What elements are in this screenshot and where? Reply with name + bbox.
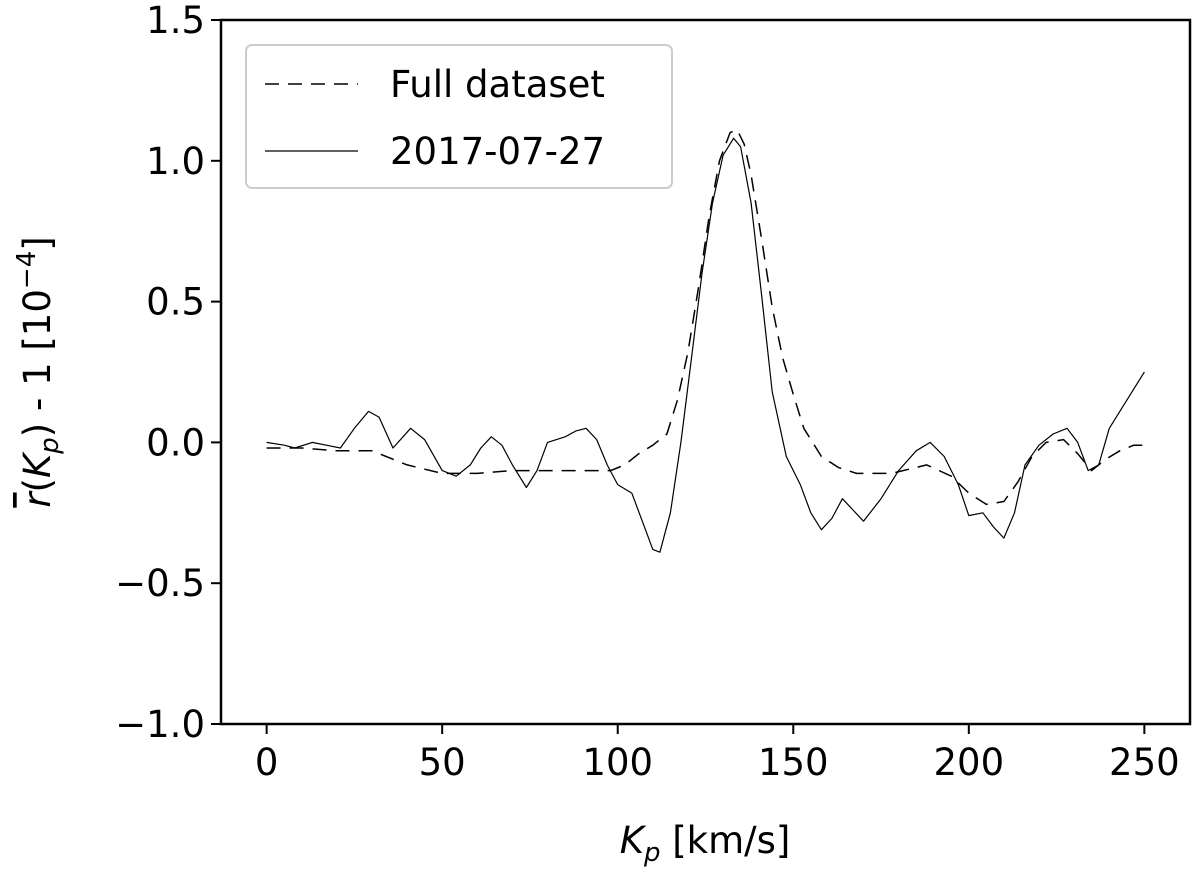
series-line-2017-07-27 (266, 137, 1145, 553)
x-tick-label: 250 (1109, 741, 1180, 784)
y-axis-label: r(Kp) - 1 [10−4] (12, 236, 65, 507)
x-tick-label: 100 (582, 741, 653, 784)
y-tick-label: −0.5 (115, 562, 205, 605)
y-tick-label: 0.5 (146, 281, 205, 324)
y-tick-label: −1.0 (115, 703, 205, 746)
legend-label-full-dataset: Full dataset (390, 63, 605, 106)
y-axis-ticks: −1.0 −0.5 0.0 0.5 1.0 1.5 (115, 0, 221, 746)
series-line-full-dataset (266, 129, 1145, 506)
plot-area-frame (219, 18, 1192, 726)
x-tick-label: 200 (934, 741, 1005, 784)
x-tick-label: 0 (255, 741, 279, 784)
x-axis-label: Kp [km/s] (620, 819, 791, 868)
x-axis-ticks: 0 50 100 150 200 250 (255, 724, 1180, 784)
legend-label-2017-07-27: 2017-07-27 (390, 130, 605, 173)
plot-lines (266, 129, 1145, 553)
y-tick-label: 1.0 (146, 140, 205, 183)
legend-box (245, 44, 673, 189)
y-tick-label: 1.5 (146, 0, 205, 42)
x-tick-label: 50 (419, 741, 466, 784)
x-tick-label: 150 (758, 741, 829, 784)
legend: Full dataset 2017-07-27 (245, 44, 673, 189)
y-tick-label: 0.0 (146, 421, 205, 464)
